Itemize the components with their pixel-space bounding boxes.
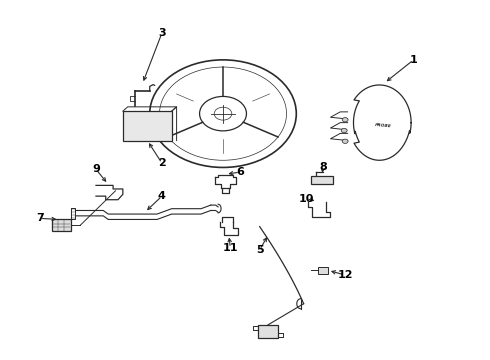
Text: 7: 7 [36, 213, 44, 223]
Text: PROBE: PROBE [375, 123, 392, 129]
Text: 8: 8 [319, 162, 327, 172]
Bar [258, 325, 278, 338]
Text: 6: 6 [236, 167, 244, 177]
Bar [123, 111, 172, 140]
Text: 1: 1 [410, 55, 417, 65]
Text: 2: 2 [158, 158, 166, 168]
Circle shape [342, 118, 348, 122]
Bar [318, 267, 328, 274]
Text: 3: 3 [158, 28, 166, 38]
Text: 9: 9 [92, 164, 100, 174]
Bar [52, 220, 71, 231]
Text: 12: 12 [338, 270, 353, 280]
Circle shape [342, 139, 348, 143]
Text: 4: 4 [158, 191, 166, 201]
Bar [311, 176, 333, 184]
Text: 11: 11 [222, 243, 238, 253]
Circle shape [341, 129, 347, 133]
Text: 5: 5 [256, 245, 264, 255]
Text: 10: 10 [298, 194, 314, 204]
